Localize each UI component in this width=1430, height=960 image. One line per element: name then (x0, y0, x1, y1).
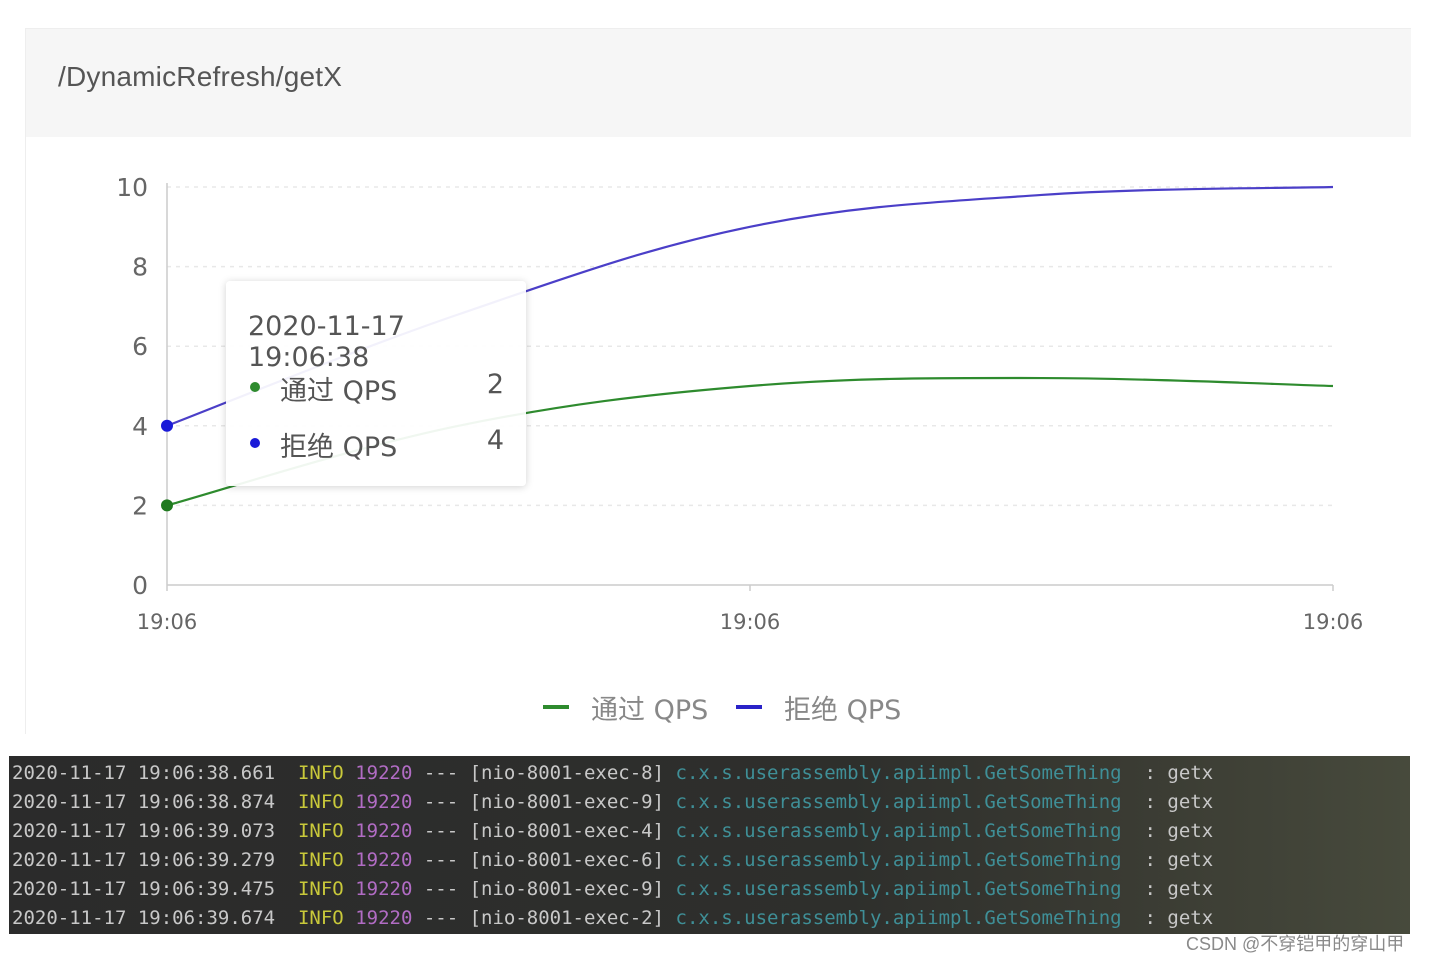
tooltip-value: 4 (486, 425, 504, 456)
log-sep: --- (412, 849, 470, 871)
log-ts: 2020-11-17 19:06:38.661 (12, 762, 298, 784)
log-line: 2020-11-17 19:06:39.475 INFO 19220 --- [… (12, 875, 1213, 904)
log-level: INFO (297, 762, 344, 784)
y-tick-label: 0 (132, 571, 148, 600)
series-point-1 (161, 419, 173, 432)
log-thread: [nio-8001-exec-8] (469, 762, 676, 784)
tooltip-label: 拒绝 QPS (280, 432, 398, 463)
log-level: INFO (297, 878, 344, 900)
log-msg: : getx (1121, 878, 1214, 900)
chart-tick-labels: 0 2 4 6 8 10 19:06 19:06 19:06 (116, 173, 1363, 634)
log-thread: [nio-8001-exec-6] (469, 849, 676, 871)
legend-swatch-icon (736, 705, 762, 709)
log-console: 2020-11-17 19:06:38.661 INFO 19220 --- [… (9, 756, 1410, 934)
tooltip-time: 2020-11-17 19:06:38 (248, 311, 405, 373)
tooltip-dot-icon (250, 382, 260, 392)
log-msg: : getx (1121, 791, 1214, 813)
log-sep: --- (412, 791, 470, 813)
log-cls: c.x.s.userassembly.apiimpl.GetSomeThing (675, 849, 1122, 871)
log-thread: [nio-8001-exec-4] (469, 820, 676, 842)
log-line: 2020-11-17 19:06:39.279 INFO 19220 --- [… (12, 846, 1213, 875)
log-msg: : getx (1121, 849, 1214, 871)
log-line: 2020-11-17 19:06:38.874 INFO 19220 --- [… (12, 788, 1213, 817)
tooltip-value: 2 (486, 369, 504, 400)
log-cls: c.x.s.userassembly.apiimpl.GetSomeThing (675, 878, 1122, 900)
y-tick-label: 2 (132, 491, 148, 520)
log-pid: 19220 (343, 791, 413, 813)
log-ts: 2020-11-17 19:06:39.279 (12, 849, 298, 871)
log-line: 2020-11-17 19:06:39.674 INFO 19220 --- [… (12, 904, 1213, 933)
legend-label: 通过 QPS (591, 695, 709, 726)
y-tick-label: 4 (132, 412, 148, 441)
log-line: 2020-11-17 19:06:39.073 INFO 19220 --- [… (12, 817, 1213, 846)
log-cls: c.x.s.userassembly.apiimpl.GetSomeThing (675, 820, 1122, 842)
tooltip-row-reject: 拒绝 QPS 4 (250, 425, 504, 463)
log-level: INFO (297, 791, 344, 813)
log-pid: 19220 (343, 878, 413, 900)
log-cls: c.x.s.userassembly.apiimpl.GetSomeThing (675, 791, 1122, 813)
tooltip-label: 通过 QPS (280, 376, 398, 407)
log-thread: [nio-8001-exec-9] (469, 791, 676, 813)
log-thread: [nio-8001-exec-2] (469, 907, 676, 929)
log-ts: 2020-11-17 19:06:38.874 (12, 791, 298, 813)
log-sep: --- (412, 820, 470, 842)
log-ts: 2020-11-17 19:06:39.475 (12, 878, 298, 900)
log-sep: --- (412, 907, 470, 929)
watermark: CSDN @不穿铠甲的穿山甲 (1186, 934, 1405, 954)
chart-tooltip: 2020-11-17 19:06:38 通过 QPS 2 拒绝 QPS 4 (226, 281, 526, 486)
log-pid: 19220 (343, 820, 413, 842)
log-sep: --- (412, 762, 470, 784)
x-tick-label: 19:06 (1303, 610, 1364, 634)
log-ts: 2020-11-17 19:06:39.073 (12, 820, 298, 842)
y-tick-label: 8 (132, 253, 148, 282)
legend-swatch-icon (543, 705, 569, 709)
log-ts: 2020-11-17 19:06:39.674 (12, 907, 298, 929)
tooltip-row-pass: 通过 QPS 2 (250, 369, 504, 407)
log-cls: c.x.s.userassembly.apiimpl.GetSomeThing (675, 762, 1122, 784)
log-thread: [nio-8001-exec-9] (469, 878, 676, 900)
y-tick-label: 10 (116, 173, 148, 202)
card-title: /DynamicRefresh/getX (58, 61, 343, 92)
log-msg: : getx (1121, 820, 1214, 842)
log-line: 2020-11-17 19:06:38.661 INFO 19220 --- [… (12, 759, 1213, 788)
tooltip-dot-icon (250, 438, 260, 448)
log-pid: 19220 (343, 762, 413, 784)
legend-label: 拒绝 QPS (784, 695, 902, 726)
series-point-0 (161, 499, 173, 512)
x-tick-label: 19:06 (720, 610, 781, 634)
log-pid: 19220 (343, 907, 413, 929)
y-tick-label: 6 (132, 332, 148, 361)
qps-line-chart: 0 2 4 6 8 10 19:06 19:06 19:06 (116, 173, 1363, 634)
log-msg: : getx (1121, 907, 1214, 929)
chart-axes (166, 183, 1334, 591)
log-cls: c.x.s.userassembly.apiimpl.GetSomeThing (675, 907, 1122, 929)
log-sep: --- (412, 878, 470, 900)
log-level: INFO (297, 849, 344, 871)
card-header: /DynamicRefresh/getX (26, 29, 1411, 137)
x-tick-label: 19:06 (137, 610, 198, 634)
log-level: INFO (297, 820, 344, 842)
log-level: INFO (297, 907, 344, 929)
log-pid: 19220 (343, 849, 413, 871)
log-msg: : getx (1121, 762, 1214, 784)
